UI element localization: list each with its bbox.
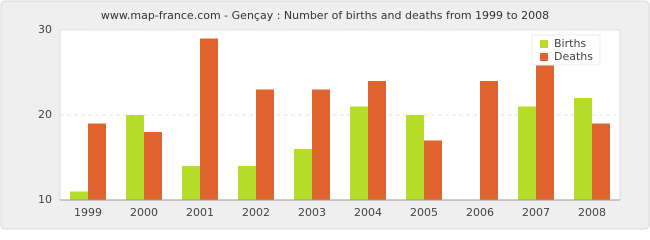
- legend-label: Births: [554, 37, 586, 50]
- bar: [70, 191, 88, 200]
- bar: [368, 81, 386, 200]
- page: {"chart_data": {"type": "bar", "title": …: [0, 0, 650, 230]
- chart: www.map-france.com - Gençay : Number of …: [0, 0, 650, 230]
- bar: [88, 123, 106, 200]
- x-tick-label: 2006: [466, 206, 494, 219]
- bar: [592, 123, 610, 200]
- bar: [406, 115, 424, 200]
- y-tick-label: 30: [38, 23, 52, 36]
- x-tick-label: 2008: [578, 206, 606, 219]
- x-tick-label: 2005: [410, 206, 438, 219]
- bar: [256, 89, 274, 200]
- y-tick-label: 10: [38, 193, 52, 206]
- x-tick-label: 2000: [130, 206, 158, 219]
- bar: [144, 132, 162, 200]
- x-tick-label: 2001: [186, 206, 214, 219]
- chart-title: www.map-france.com - Gençay : Number of …: [101, 9, 549, 22]
- bar: [126, 115, 144, 200]
- legend-label: Deaths: [554, 50, 593, 63]
- x-tick-label: 2002: [242, 206, 270, 219]
- bar: [312, 89, 330, 200]
- bar: [536, 64, 554, 200]
- bar: [294, 149, 312, 200]
- bar: [238, 166, 256, 200]
- bar: [200, 38, 218, 200]
- bar: [182, 166, 200, 200]
- bar: [350, 106, 368, 200]
- x-tick-label: 2003: [298, 206, 326, 219]
- bar: [480, 81, 498, 200]
- bar: [574, 98, 592, 200]
- x-tick-label: 2004: [354, 206, 382, 219]
- legend-swatch: [540, 40, 548, 48]
- y-tick-label: 20: [38, 108, 52, 121]
- bar: [424, 140, 442, 200]
- legend-swatch: [540, 53, 548, 61]
- x-tick-label: 1999: [74, 206, 102, 219]
- x-tick-label: 2007: [522, 206, 550, 219]
- bar: [518, 106, 536, 200]
